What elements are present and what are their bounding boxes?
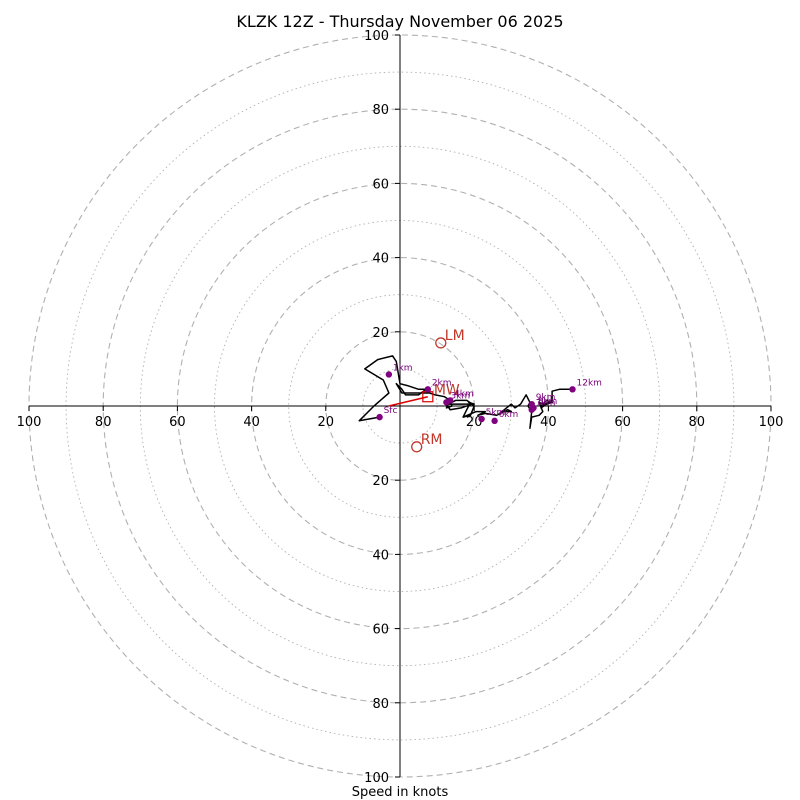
x-tick-label: 60: [169, 415, 186, 430]
height-marker-label: 5km: [486, 408, 506, 418]
x-tick-label: 40: [243, 415, 260, 430]
x-tick-label: 80: [95, 415, 112, 430]
y-tick-label: 80: [372, 103, 389, 118]
x-tick-label: 80: [689, 415, 706, 430]
height-marker-dot: [569, 386, 576, 393]
height-marker-label: 6km: [499, 410, 519, 420]
shear-vector-line: [388, 395, 428, 407]
y-tick-label: 40: [372, 548, 389, 563]
height-marker-dot: [478, 415, 485, 423]
storm-motion-marker: [411, 441, 423, 453]
x-tick-label: 60: [614, 415, 631, 430]
x-tick-label: 40: [540, 415, 557, 430]
axis-ticks: 100 80 60 40 20 20 40 60 80 100 100 80 60 40 20 20 40 60 8…: [17, 29, 784, 786]
height-marker-dot: [385, 371, 393, 378]
height-marker-label: 12km: [577, 378, 602, 388]
height-marker-dot: [446, 397, 454, 404]
chart-title: KLZK 12Z - Thursday November 06 2025: [236, 12, 563, 31]
height-marker-label: 2km: [432, 378, 452, 388]
mean-wind-label: MW: [434, 383, 460, 399]
height-marker-label: 1km: [393, 363, 413, 373]
height-marker-label: 7km: [536, 399, 556, 409]
height-marker-dot: [491, 417, 498, 425]
axes: [29, 35, 771, 777]
height-marker-label: 9km: [536, 393, 556, 403]
height-marker-label: 3km: [450, 391, 470, 401]
y-tick-label: 20: [372, 474, 389, 489]
y-tick-label: 20: [372, 326, 389, 341]
x-tick-label: 20: [466, 415, 483, 430]
y-tick-label: 60: [372, 623, 389, 638]
storm-motion-label: LM: [445, 328, 465, 344]
storm-motion-label: RM: [421, 432, 443, 448]
height-marker-label: 4km: [454, 389, 474, 399]
y-tick-label: 100: [364, 771, 389, 786]
storm-motion-markers: LM RM: [411, 328, 465, 453]
height-marker-label: 8km: [538, 397, 558, 407]
storm-motion-marker: [435, 337, 447, 349]
height-marker-label: Sfc: [384, 406, 398, 416]
x-tick-label: 20: [318, 415, 335, 430]
y-tick-label: 60: [372, 177, 389, 192]
x-tick-label: 100: [759, 415, 784, 430]
y-tick-label: 100: [364, 29, 389, 44]
y-tick-label: 40: [372, 252, 389, 267]
x-axis-label: Speed in knots: [352, 785, 449, 800]
height-marker-dot: [424, 386, 432, 393]
height-marker-dot: [376, 413, 383, 421]
x-tick-label: 100: [17, 415, 42, 430]
y-tick-label: 80: [372, 697, 389, 712]
height-marker-dot: [528, 400, 535, 408]
